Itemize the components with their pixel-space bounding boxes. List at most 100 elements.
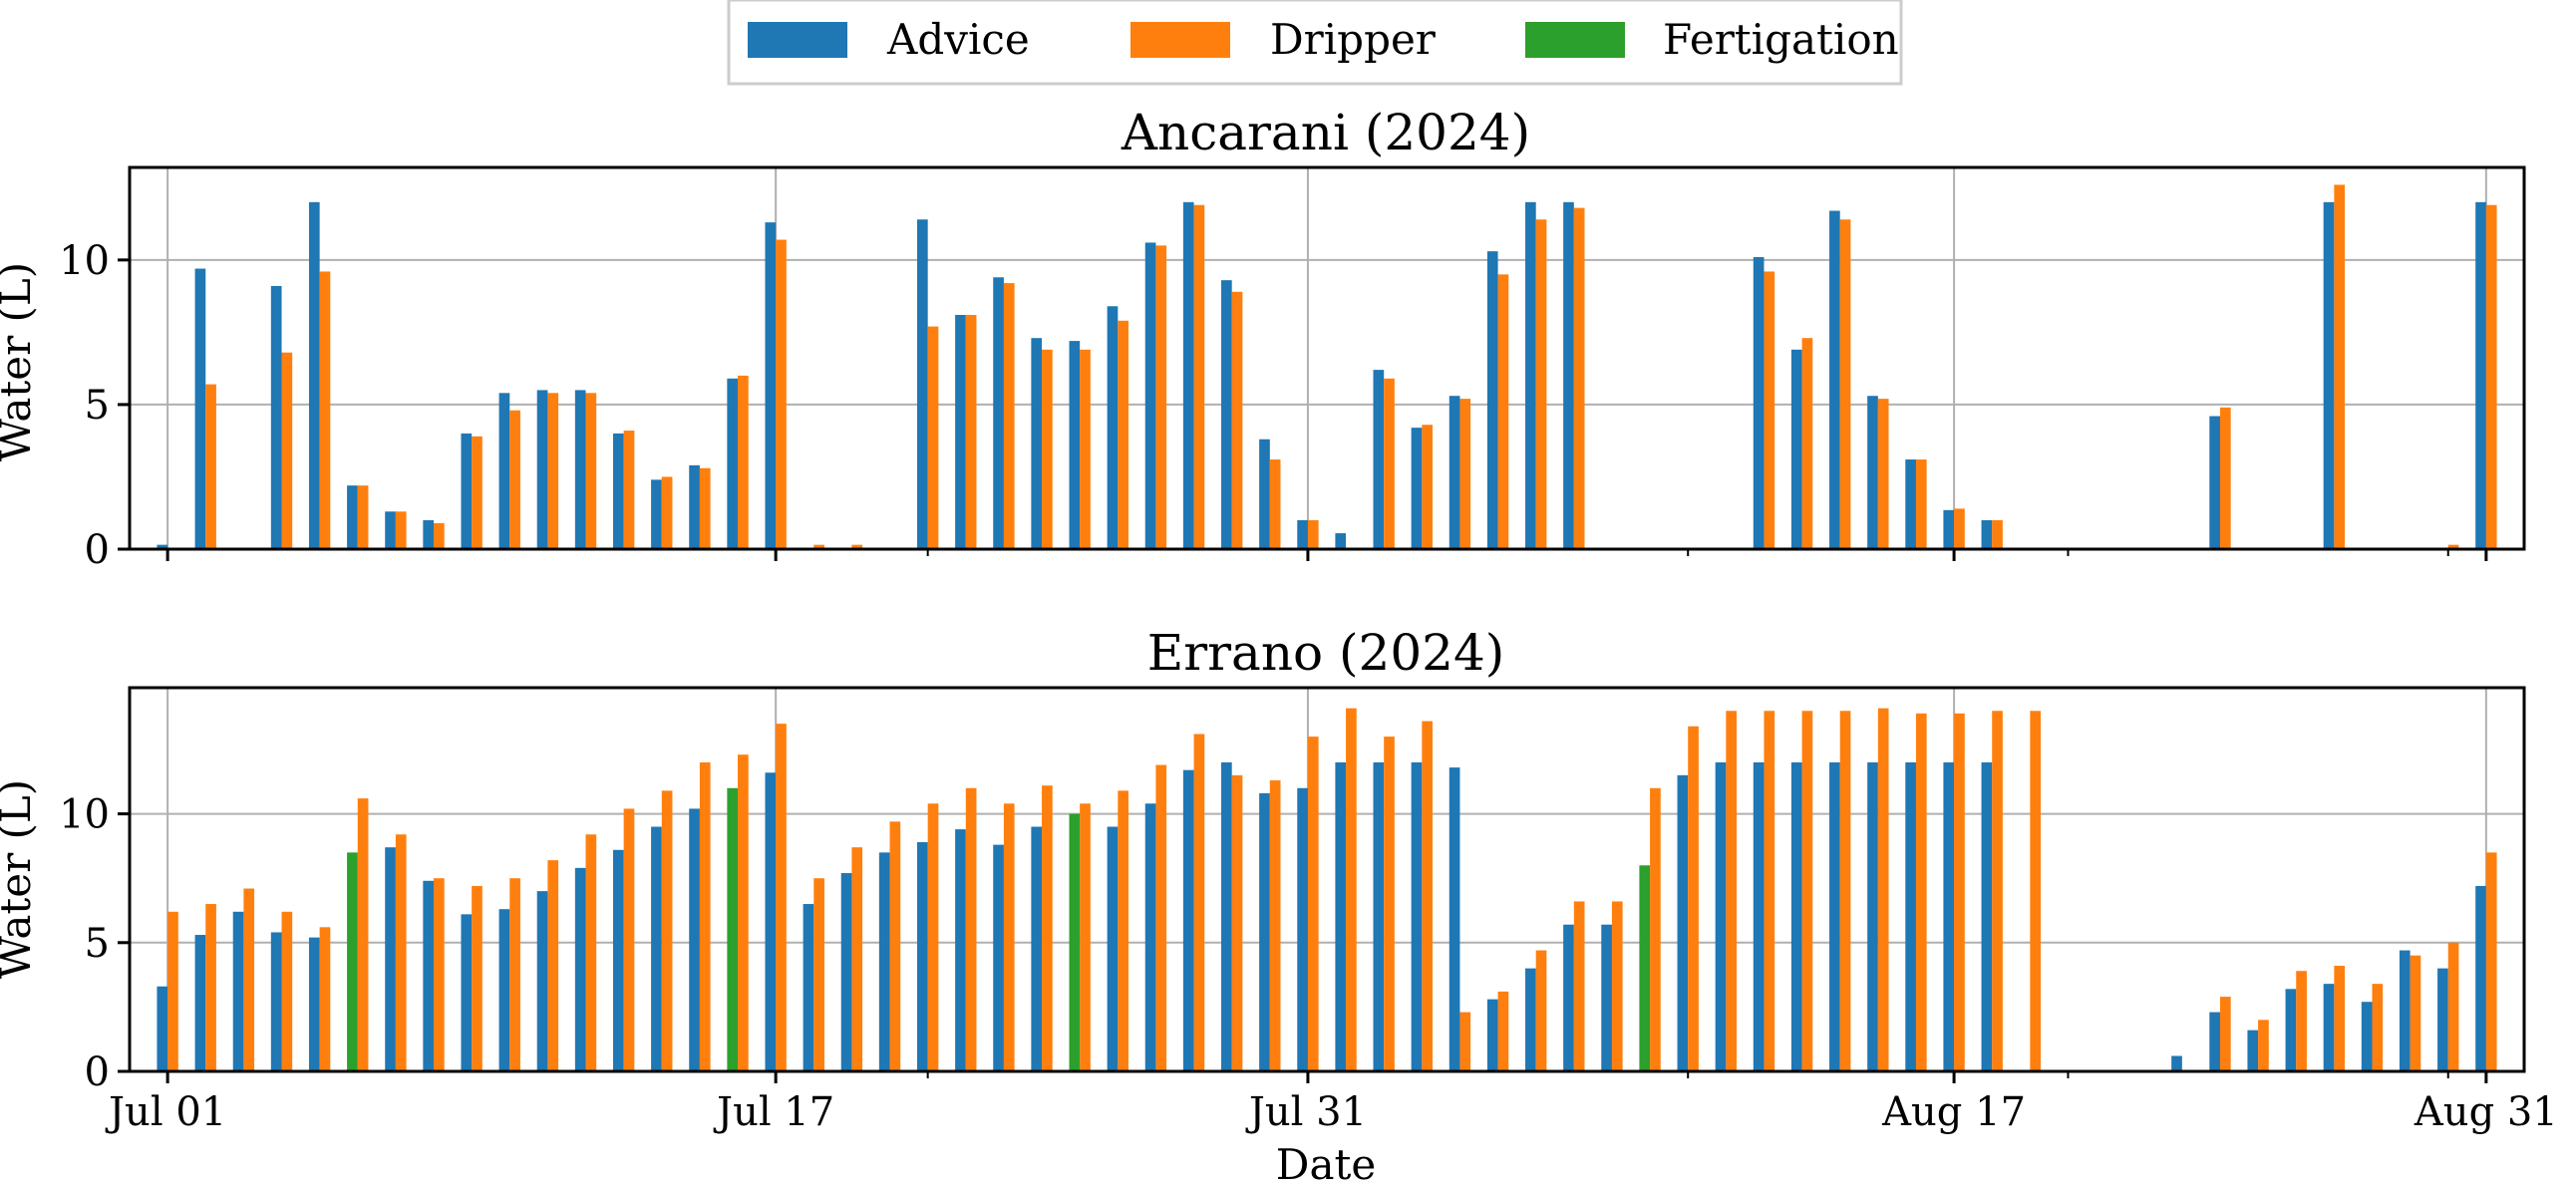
bar-dripper	[205, 384, 216, 549]
bar-dripper	[1915, 459, 1927, 549]
x-tick-label: Jul 17	[713, 1089, 834, 1135]
bar-dripper	[1231, 291, 1243, 549]
bar-dripper	[851, 847, 863, 1071]
bar-dripper	[813, 544, 824, 549]
ticks-ancarani: 0 5 10	[59, 238, 2488, 573]
bars-errano	[157, 708, 2497, 1071]
chart-panel-ancarani: Ancarani (2024) Water (L) 0 5 10	[0, 104, 2526, 573]
plot-frame-errano	[128, 686, 2526, 1073]
bar-dripper	[965, 314, 977, 549]
bar-dripper	[2485, 204, 2497, 549]
bar-dripper	[2219, 407, 2231, 549]
bar-dripper	[623, 431, 635, 549]
bar-dripper	[1422, 425, 1433, 549]
bar-advice	[1259, 792, 1270, 1071]
bar-advice	[1829, 210, 1840, 549]
bar-dripper	[1042, 785, 1053, 1071]
bar-advice	[651, 479, 662, 549]
bar-dripper	[434, 878, 445, 1071]
bar-advice	[308, 937, 320, 1071]
bar-dripper	[1269, 780, 1281, 1071]
chart-panel-errano: Errano (2024) Water (L) 0 5 10 Jul 01 Jul 17…	[0, 624, 2558, 1135]
bar-dripper	[1497, 991, 1509, 1071]
bar-advice	[1221, 280, 1232, 549]
bar-advice	[1981, 519, 1993, 549]
grid-errano	[130, 688, 2524, 1072]
bar-dripper	[1839, 219, 1851, 550]
bar-advice	[1182, 201, 1194, 549]
bar-dripper	[1042, 349, 1053, 549]
bar-dripper	[472, 436, 483, 549]
bar-dripper	[1080, 349, 1091, 549]
bar-dripper	[2219, 997, 2231, 1071]
bar-advice	[194, 935, 206, 1071]
bar-dripper	[167, 911, 178, 1071]
bar-dripper	[661, 790, 673, 1071]
bar-advice	[878, 852, 890, 1071]
bar-dripper	[2334, 184, 2346, 549]
bar-advice	[385, 847, 396, 1071]
bar-advice	[1107, 306, 1119, 549]
bar-advice	[385, 511, 396, 549]
bar-dripper	[776, 239, 787, 550]
bar-dripper	[1877, 708, 1889, 1071]
bar-dripper	[2447, 544, 2459, 549]
bar-advice	[1107, 826, 1119, 1071]
grid-ancarani	[130, 167, 2524, 550]
bar-advice	[1221, 761, 1232, 1071]
bar-advice	[1373, 761, 1385, 1071]
bar-advice	[232, 911, 244, 1071]
bar-dripper	[1650, 787, 1661, 1071]
bar-advice	[1449, 767, 1460, 1071]
bar-advice	[1715, 761, 1727, 1071]
bar-advice	[1144, 803, 1156, 1071]
bar-advice	[423, 519, 435, 549]
bar-dripper	[1726, 711, 1738, 1071]
bar-advice	[1829, 761, 1840, 1071]
bar-advice	[1790, 349, 1802, 549]
legend-frame	[727, 0, 1903, 86]
y-tick-label: 5	[85, 383, 110, 429]
bar-advice	[651, 826, 662, 1071]
bar-dripper	[585, 834, 597, 1071]
bar-advice	[1525, 968, 1536, 1071]
x-tick-label: Aug 17	[1881, 1089, 2026, 1135]
x-tick-label: Jul 01	[105, 1089, 226, 1135]
bar-advice	[955, 314, 966, 549]
bar-advice	[1411, 428, 1423, 549]
bar-dripper	[1384, 378, 1395, 549]
bar-advice	[1031, 338, 1043, 549]
ticks-errano: 0 5 10 Jul 01 Jul 17 Jul 31 Aug 17 Aug 31	[59, 792, 2558, 1135]
bar-dripper	[281, 911, 293, 1071]
bar-dripper	[1155, 245, 1167, 549]
bar-advice	[1677, 774, 1689, 1071]
bar-advice	[498, 393, 510, 549]
bar-dripper	[1231, 774, 1243, 1071]
bar-dripper	[699, 761, 711, 1071]
bar-dripper	[661, 476, 673, 549]
bar-dripper	[547, 393, 559, 549]
bar-dripper	[1155, 764, 1167, 1071]
bar-dripper	[1307, 519, 1319, 549]
bar-dripper	[1080, 803, 1091, 1071]
bar-advice	[1943, 509, 1955, 549]
bar-dripper	[1307, 737, 1319, 1071]
chart-title-ancarani: Ancarani (2024)	[1121, 104, 1530, 161]
bar-dripper	[2485, 852, 2497, 1071]
bar-dripper	[1801, 711, 1813, 1071]
bar-dripper	[509, 410, 520, 549]
bar-advice	[2209, 416, 2220, 549]
bar-advice	[1259, 439, 1270, 549]
bar-dripper	[1269, 459, 1281, 549]
bar-advice	[1753, 256, 1765, 549]
bar-dripper	[357, 798, 369, 1071]
x-axis-label: Date	[1276, 1140, 1376, 1185]
bar-dripper	[2296, 971, 2307, 1071]
bar-advice	[993, 844, 1004, 1071]
bar-dripper	[699, 467, 711, 549]
bar-advice	[916, 842, 928, 1071]
y-axis-label-errano: Water (L)	[0, 779, 40, 979]
bar-dripper	[1118, 790, 1128, 1071]
bar-advice	[916, 219, 928, 550]
